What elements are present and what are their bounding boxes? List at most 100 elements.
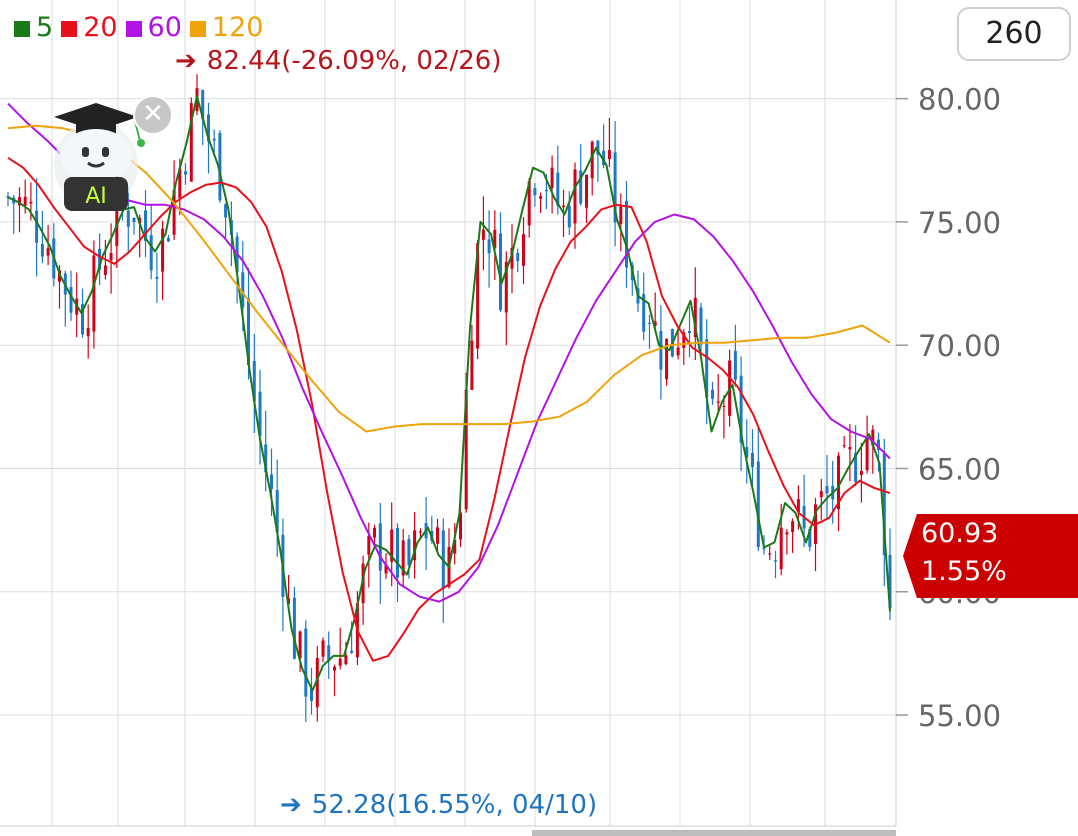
legend-swatch	[189, 20, 206, 37]
current-price-tag: 60.93 1.55%	[903, 514, 1078, 598]
legend: 5 20 60 120	[14, 12, 271, 43]
candle-body	[510, 247, 514, 269]
candle-body	[762, 548, 766, 550]
candle-body	[98, 248, 102, 270]
candle-body	[590, 141, 594, 179]
candle-body	[212, 138, 216, 141]
candle-body	[871, 429, 875, 446]
candle-body	[46, 248, 50, 256]
candle-body	[201, 89, 205, 120]
ai-assistant-badge[interactable]: AI	[50, 95, 150, 220]
candle-body	[333, 666, 336, 671]
candle-body	[854, 452, 858, 482]
candle-body	[699, 307, 703, 345]
candle-body	[774, 560, 777, 562]
candle-body	[144, 210, 147, 241]
candle-body	[516, 252, 520, 261]
high-note-text: 82.44(-26.09%, 02/26)	[206, 46, 502, 76]
ma-line-20	[7, 156, 891, 662]
legend-label: 20	[83, 12, 118, 43]
candle-body	[613, 152, 617, 223]
y-tick-label: 70.00	[918, 329, 1001, 363]
candle-body	[132, 217, 136, 223]
y-tick-label: 65.00	[918, 452, 1001, 486]
candle-body	[401, 540, 405, 576]
candle-body	[825, 486, 829, 494]
candle-body	[470, 340, 474, 390]
candle-body	[550, 167, 554, 188]
legend-label: 120	[211, 12, 264, 43]
candle-body	[562, 205, 565, 208]
candle-body	[109, 253, 113, 261]
candle-body	[344, 655, 348, 665]
candle-body	[722, 405, 726, 407]
candle-body	[837, 455, 840, 510]
candle-body	[533, 188, 537, 196]
candle-body	[338, 658, 342, 666]
candle-body	[859, 470, 863, 475]
candle-body	[481, 229, 485, 240]
candle-body	[81, 304, 84, 335]
candle-body	[172, 189, 176, 235]
candle-body	[573, 169, 577, 224]
candle-body	[808, 528, 812, 547]
grid-lines	[0, 0, 897, 827]
candle-body	[819, 491, 823, 498]
candle-body	[648, 322, 651, 324]
y-tick-label: 75.00	[918, 206, 1001, 240]
candle-body	[298, 631, 302, 659]
candle-body	[189, 103, 193, 182]
candle-body	[35, 210, 39, 243]
candle-body	[865, 438, 869, 471]
candle-body	[756, 461, 760, 548]
candle-body	[40, 244, 44, 257]
candle-body	[779, 527, 783, 570]
candle-body	[264, 444, 268, 473]
candle-body	[218, 133, 222, 201]
candle-body	[315, 658, 319, 708]
candle-body	[625, 200, 628, 268]
current-price: 60.93	[921, 518, 999, 549]
period-button[interactable]: 260	[957, 7, 1071, 61]
candle-body	[436, 527, 439, 544]
period-high-annotation: ➔ 82.44(-26.09%, 02/26)	[175, 46, 502, 76]
candle-body	[69, 287, 73, 313]
candle-body	[768, 553, 772, 555]
candle-body	[6, 196, 10, 198]
candle-body	[877, 439, 880, 450]
candle-body	[733, 350, 737, 380]
candle-body	[464, 389, 468, 510]
legend-item-20: 20	[61, 12, 118, 43]
legend-label: 5	[36, 12, 54, 43]
ma-line-60	[7, 102, 891, 603]
candle-body	[184, 171, 187, 175]
candle-body	[292, 597, 296, 659]
candle-body	[453, 539, 457, 554]
candle-body	[676, 347, 680, 356]
price-tag-shape	[903, 514, 1078, 598]
horizontal-scrollbar[interactable]	[532, 830, 896, 836]
candle-body	[149, 235, 153, 271]
legend-item-60: 60	[125, 12, 182, 43]
candle-body	[86, 328, 90, 337]
candle-body	[155, 277, 159, 279]
candle-body	[241, 272, 245, 308]
candle-body	[693, 297, 697, 338]
candle-body	[607, 150, 611, 160]
candle-body	[682, 332, 686, 348]
candle-body	[556, 172, 560, 206]
candle-body	[527, 181, 531, 226]
candle-body	[567, 205, 571, 228]
candle-body	[390, 529, 394, 562]
candle-body	[716, 401, 720, 403]
candle-body	[407, 539, 411, 566]
candle-body	[23, 196, 27, 206]
candle-body	[688, 331, 691, 334]
candle-body	[499, 233, 502, 310]
candle-body	[384, 564, 388, 574]
ma-line-5	[7, 95, 891, 692]
candle-body	[493, 229, 497, 249]
candle-body	[459, 512, 462, 540]
close-icon[interactable]: ✕	[133, 95, 173, 135]
